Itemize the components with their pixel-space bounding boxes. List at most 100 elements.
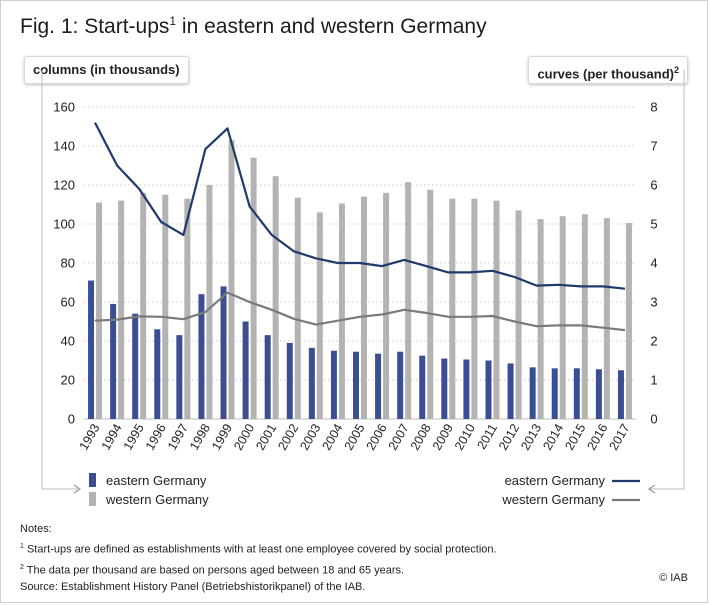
bar-west-2001 xyxy=(272,176,279,419)
y-tick-right: 1 xyxy=(650,373,657,388)
bar-east-2004 xyxy=(330,350,337,419)
x-tick-label: 2017 xyxy=(607,421,633,452)
bar-west-2003 xyxy=(316,212,323,419)
bar-west-2005 xyxy=(361,196,367,419)
y-tick-right: 8 xyxy=(650,100,657,115)
bar-east-2013 xyxy=(529,367,536,419)
y-tick-right: 2 xyxy=(650,334,657,349)
x-tick-label: 2012 xyxy=(496,421,522,452)
line-west xyxy=(94,291,626,332)
x-tick-label: 2005 xyxy=(342,421,368,452)
y-tick-left: 60 xyxy=(61,295,75,310)
y-tick-right: 4 xyxy=(650,256,657,271)
y-ticks-left: 0 20 40 60 80 100 120 140 160 xyxy=(53,100,75,427)
note-1: 1 Start-ups are defined as establishment… xyxy=(20,543,497,556)
bar-west-2002 xyxy=(294,197,301,419)
bar-east-2007 xyxy=(397,351,404,419)
bar-west-2016 xyxy=(603,218,610,419)
x-tick-label: 1998 xyxy=(187,421,213,452)
bar-west-1997 xyxy=(184,198,191,419)
bar-east-2015 xyxy=(573,368,580,419)
bar-west-2012 xyxy=(515,210,522,419)
bar-east-1997 xyxy=(176,335,183,419)
legend-swatch-west-bar xyxy=(89,492,96,506)
x-tick-label: 1993 xyxy=(77,421,103,452)
y-ticks-right: 0 1 2 3 4 5 6 7 8 xyxy=(650,100,657,427)
bar-east-1999 xyxy=(220,286,227,419)
bar-east-1994 xyxy=(110,303,117,419)
bar-east-2000 xyxy=(242,321,249,419)
y-tick-right: 7 xyxy=(650,139,657,154)
notes: Notes: 1 Start-ups are defined as establ… xyxy=(20,521,497,596)
bar-east-2010 xyxy=(463,359,470,419)
x-tick-label: 2009 xyxy=(430,421,456,452)
axis-frame xyxy=(41,70,685,494)
bar-west-1999 xyxy=(228,140,235,419)
legend-label-west-bar: western Germany xyxy=(105,492,209,507)
bar-east-2011 xyxy=(485,360,492,419)
x-tick-label: 1995 xyxy=(121,421,147,452)
bar-west-2004 xyxy=(338,203,345,419)
bar-east-2008 xyxy=(419,355,426,419)
x-tick-label: 2001 xyxy=(253,421,279,452)
x-tick-label: 2015 xyxy=(562,421,588,452)
bar-west-1995 xyxy=(140,192,147,419)
bar-east-2001 xyxy=(264,335,271,419)
bar-west-1993 xyxy=(96,202,103,419)
y-tick-left: 0 xyxy=(68,412,75,427)
legend-swatch-east-bar xyxy=(89,473,96,487)
x-tick-label: 1997 xyxy=(165,421,191,452)
x-tick-label: 2000 xyxy=(231,421,257,452)
y-tick-left: 160 xyxy=(53,100,75,115)
bar-west-2007 xyxy=(405,182,412,419)
x-tick-label: 2007 xyxy=(386,421,412,452)
bar-east-1993 xyxy=(88,280,95,419)
y-tick-right: 6 xyxy=(650,178,657,193)
copyright: © IAB xyxy=(659,572,688,584)
line-east xyxy=(94,122,626,290)
bar-east-2014 xyxy=(551,368,558,419)
legend-label-east-bar: eastern Germany xyxy=(106,473,207,488)
bar-west-2013 xyxy=(537,219,544,419)
left-arrow-icon xyxy=(73,484,82,494)
x-tick-label: 2004 xyxy=(319,421,345,452)
bar-west-1998 xyxy=(206,185,213,419)
bar-west-2010 xyxy=(471,198,478,419)
bar-east-2006 xyxy=(375,353,382,419)
x-tick-label: 1996 xyxy=(143,421,169,452)
lines xyxy=(94,122,626,332)
x-tick-label: 2002 xyxy=(275,421,301,452)
notes-heading: Notes: xyxy=(20,523,52,535)
bar-west-2008 xyxy=(427,189,434,419)
bar-west-2014 xyxy=(559,216,566,419)
source-line: Source: Establishment History Panel (Bet… xyxy=(20,581,366,594)
y-tick-right: 3 xyxy=(650,295,657,310)
legend: eastern Germany western Germany eastern … xyxy=(89,473,640,507)
bars xyxy=(88,140,632,419)
x-tick-label: 2008 xyxy=(408,421,434,452)
bar-west-1994 xyxy=(118,200,125,419)
bar-east-2012 xyxy=(507,363,514,419)
x-tick-label: 2013 xyxy=(518,421,544,452)
x-tick-label: 2014 xyxy=(540,421,566,452)
y-tick-left: 100 xyxy=(53,217,75,232)
bar-east-2003 xyxy=(308,347,315,419)
note-2: 2 The data per thousand are based on per… xyxy=(20,563,405,577)
legend-label-east-line: eastern Germany xyxy=(505,473,606,488)
bar-west-2006 xyxy=(383,192,390,419)
bar-east-2005 xyxy=(353,351,359,419)
right-axis-label: curves (per thousand)2 xyxy=(528,56,688,84)
figure-title: Fig. 1: Start-ups1 in eastern and wester… xyxy=(20,14,487,38)
bar-west-2009 xyxy=(449,198,456,419)
x-tick-label: 1994 xyxy=(99,421,125,452)
bar-east-1996 xyxy=(154,329,161,419)
bar-west-1996 xyxy=(162,194,169,419)
left-axis-label: columns (in thousands) xyxy=(24,56,189,84)
left-bracket xyxy=(41,70,78,490)
bar-west-2011 xyxy=(493,200,500,419)
grid-lines xyxy=(84,106,636,381)
y-tick-left: 40 xyxy=(61,334,75,349)
right-arrow-icon xyxy=(647,484,656,494)
